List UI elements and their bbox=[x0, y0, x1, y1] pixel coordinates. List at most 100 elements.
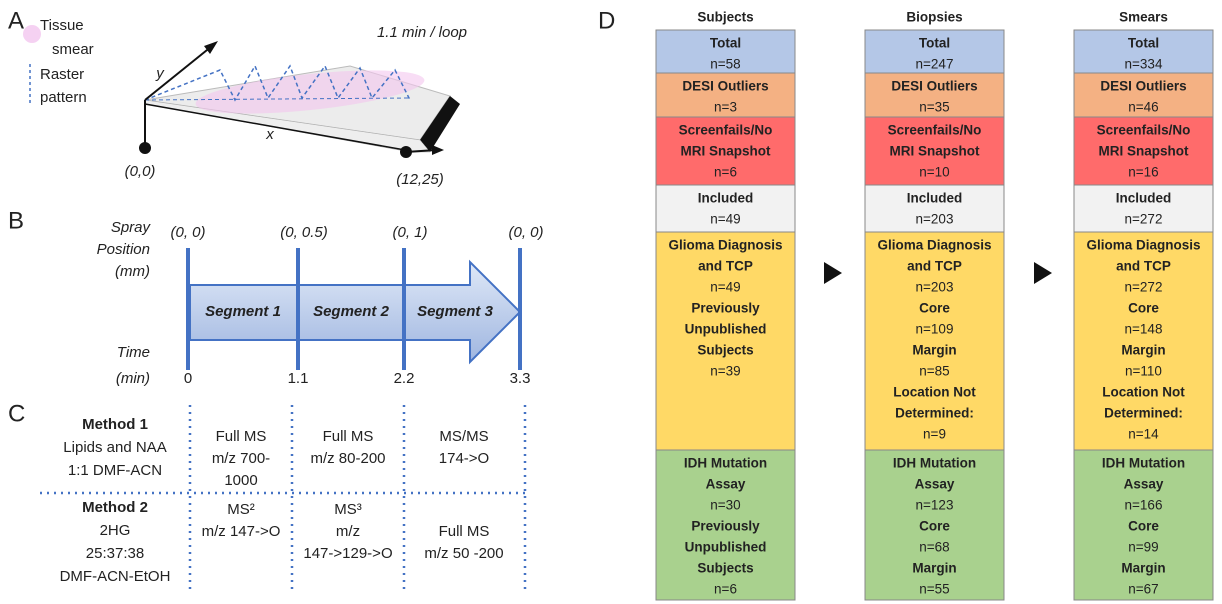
box-text: n=99 bbox=[1128, 540, 1158, 555]
column-title: Biopsies bbox=[906, 10, 962, 25]
box-text: Assay bbox=[1124, 477, 1164, 492]
box-text: Core bbox=[919, 519, 950, 534]
method-detail: 2HG bbox=[100, 522, 131, 539]
page: ATissuesmearRasterpatternyx1.1 min / loo… bbox=[0, 0, 1222, 604]
box-text: n=110 bbox=[1125, 364, 1162, 379]
axis-title: Spray bbox=[111, 219, 152, 236]
box-text: Screenfails/No bbox=[888, 123, 982, 138]
column-title: Smears bbox=[1119, 10, 1168, 25]
box-text: Previously bbox=[691, 301, 760, 316]
box-text: IDH Mutation bbox=[1102, 456, 1185, 471]
panel-label: C bbox=[8, 400, 25, 427]
box-text: n=6 bbox=[714, 582, 737, 597]
box-text: Core bbox=[1128, 519, 1159, 534]
box-text: Subjects bbox=[697, 561, 753, 576]
segment-label: Segment 3 bbox=[417, 303, 494, 320]
legend-text: pattern bbox=[40, 89, 87, 106]
segment-label: Segment 2 bbox=[313, 303, 390, 320]
box-text: Subjects bbox=[697, 343, 753, 358]
box-text: MRI Snapshot bbox=[681, 144, 772, 159]
box-text: Margin bbox=[1121, 343, 1165, 358]
box-text: n=3 bbox=[714, 100, 737, 115]
box-text: MRI Snapshot bbox=[1099, 144, 1190, 159]
box-text: n=148 bbox=[1125, 322, 1163, 337]
method-name: Method 1 bbox=[82, 416, 148, 433]
method-cell: Full MS bbox=[323, 428, 374, 445]
method-cell: Full MS bbox=[216, 428, 267, 445]
box-text: Assay bbox=[915, 477, 955, 492]
position-label: (0, 0.5) bbox=[280, 224, 328, 241]
box-text: n=203 bbox=[916, 280, 954, 295]
box-text: Unpublished bbox=[685, 322, 767, 337]
position-label: (0, 0) bbox=[508, 224, 543, 241]
method-detail: 1:1 DMF-ACN bbox=[68, 462, 162, 479]
box-text: Included bbox=[698, 191, 754, 206]
method-cell: 1000 bbox=[224, 472, 257, 489]
panel-label: B bbox=[8, 207, 24, 234]
method-cell: MS³ bbox=[334, 501, 362, 518]
box-text: n=49 bbox=[710, 280, 740, 295]
box-text: n=67 bbox=[1128, 582, 1158, 597]
box-text: MRI Snapshot bbox=[890, 144, 981, 159]
method-cell: m/z 700- bbox=[212, 450, 270, 467]
box-text: Glioma Diagnosis bbox=[1086, 238, 1200, 253]
box-text: Margin bbox=[912, 343, 956, 358]
time-label: 1.1 bbox=[288, 370, 309, 387]
time-label: 0 bbox=[184, 370, 192, 387]
box-text: IDH Mutation bbox=[684, 456, 767, 471]
legend-text: Tissue bbox=[40, 17, 84, 34]
box-text: Location Not bbox=[893, 385, 976, 400]
axis-title: (min) bbox=[116, 370, 150, 387]
method-detail: 25:37:38 bbox=[86, 545, 144, 562]
method-cell: m/z 50 -200 bbox=[424, 545, 503, 562]
flow-arrow bbox=[824, 262, 842, 284]
box-text: n=10 bbox=[919, 165, 949, 180]
box-text: Included bbox=[907, 191, 963, 206]
method-cell: m/z bbox=[336, 523, 360, 540]
box-text: n=272 bbox=[1125, 212, 1163, 227]
flow-arrow bbox=[1034, 262, 1052, 284]
time-label: 2.2 bbox=[394, 370, 415, 387]
axis-title: Time bbox=[117, 344, 150, 361]
position-label: (0, 0) bbox=[170, 224, 205, 241]
box-text: n=46 bbox=[1128, 100, 1158, 115]
legend-text: smear bbox=[52, 41, 94, 58]
box-text: Total bbox=[1128, 36, 1159, 51]
box-text: n=203 bbox=[916, 212, 954, 227]
legend-text: Raster bbox=[40, 66, 84, 83]
box-text: Screenfails/No bbox=[679, 123, 773, 138]
origin-label: (0,0) bbox=[125, 163, 156, 180]
box-text: n=6 bbox=[714, 165, 737, 180]
box-text: DESI Outliers bbox=[1100, 79, 1186, 94]
axis-label: x bbox=[265, 126, 274, 143]
corner-label: (12,25) bbox=[396, 171, 444, 188]
box-text: n=334 bbox=[1125, 57, 1163, 72]
box-text: DESI Outliers bbox=[682, 79, 768, 94]
box-text: n=123 bbox=[916, 498, 954, 513]
method-cell: Full MS bbox=[439, 523, 490, 540]
loop-rate: 1.1 min / loop bbox=[377, 24, 467, 41]
time-label: 3.3 bbox=[510, 370, 531, 387]
box-text: Location Not bbox=[1102, 385, 1185, 400]
box-text: Included bbox=[1116, 191, 1172, 206]
method-detail: Lipids and NAA bbox=[63, 439, 166, 456]
axis-label: y bbox=[155, 65, 165, 82]
panel-label: D bbox=[598, 7, 615, 34]
method-cell: MS/MS bbox=[439, 428, 488, 445]
box-text: Glioma Diagnosis bbox=[877, 238, 991, 253]
box-text: n=14 bbox=[1128, 427, 1159, 442]
segment-label: Segment 1 bbox=[205, 303, 281, 320]
box-text: Previously bbox=[691, 519, 760, 534]
method-cell: MS² bbox=[227, 501, 255, 518]
method-cell: 174->O bbox=[439, 450, 489, 467]
box-text: n=68 bbox=[919, 540, 949, 555]
box-text: n=58 bbox=[710, 57, 740, 72]
figure: ATissuesmearRasterpatternyx1.1 min / loo… bbox=[0, 0, 1222, 604]
box-text: n=16 bbox=[1128, 165, 1158, 180]
method-name: Method 2 bbox=[82, 499, 148, 516]
box-text: Screenfails/No bbox=[1097, 123, 1191, 138]
box-text: Determined: bbox=[1104, 406, 1183, 421]
box-text: n=272 bbox=[1125, 280, 1163, 295]
method-cell: m/z 80-200 bbox=[310, 450, 385, 467]
box-text: IDH Mutation bbox=[893, 456, 976, 471]
